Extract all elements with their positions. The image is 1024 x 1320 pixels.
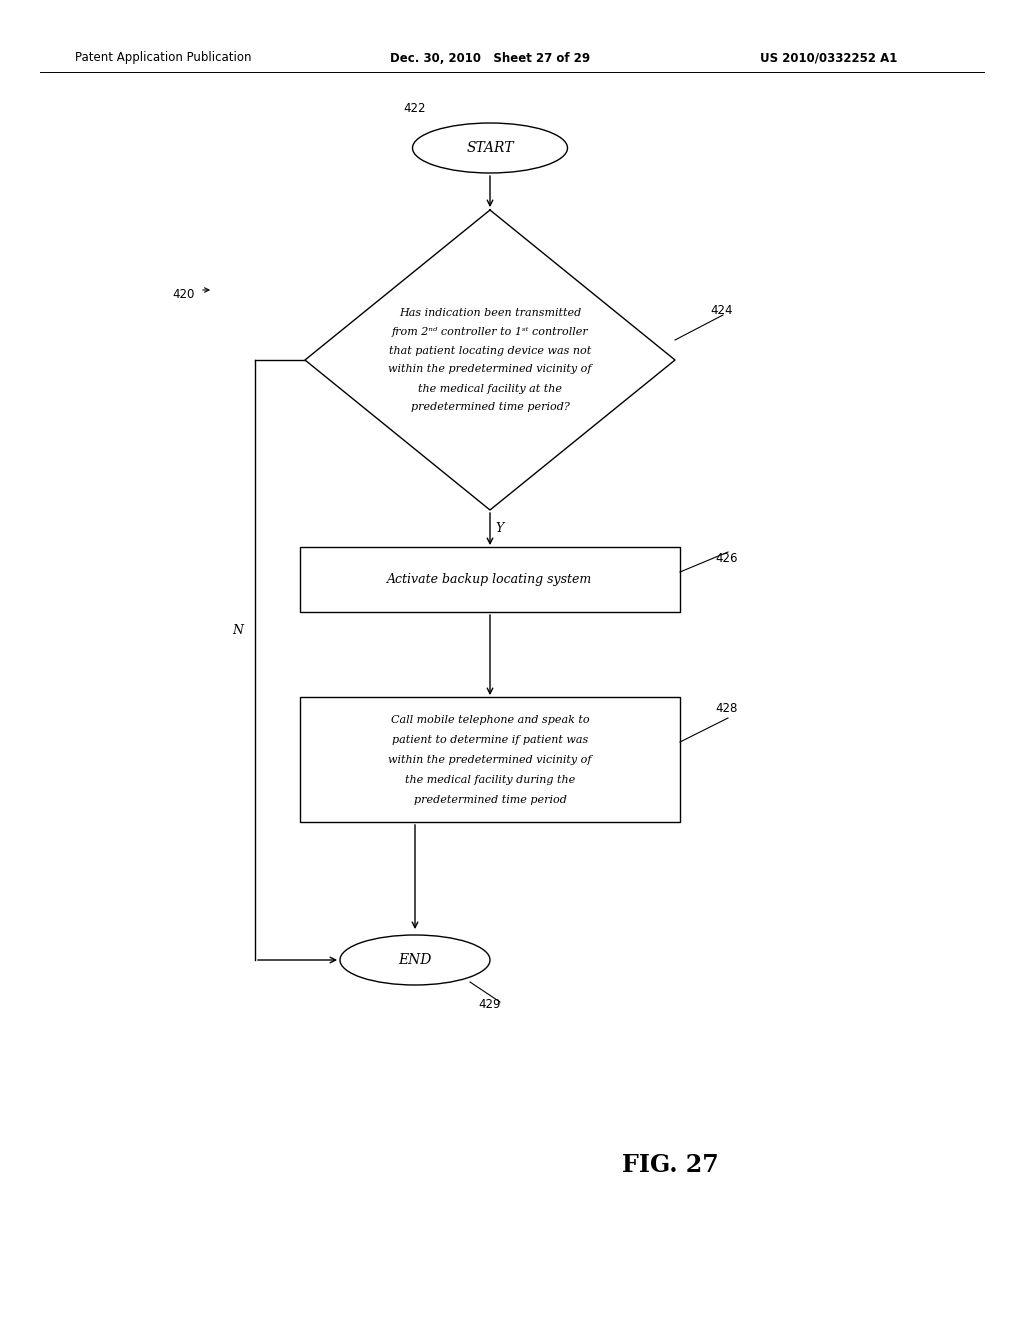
Text: predetermined time period: predetermined time period [414,795,566,805]
Text: START: START [466,141,514,154]
Text: 426: 426 [715,552,737,565]
Text: Has indication been transmitted: Has indication been transmitted [399,308,582,318]
Text: predetermined time period?: predetermined time period? [411,403,569,412]
Text: from 2ⁿᵈ controller to 1ˢᵗ controller: from 2ⁿᵈ controller to 1ˢᵗ controller [391,326,589,337]
Text: US 2010/0332252 A1: US 2010/0332252 A1 [760,51,897,65]
Text: Activate backup locating system: Activate backup locating system [387,573,593,586]
Text: that patient locating device was not: that patient locating device was not [389,346,591,355]
Text: the medical facility at the: the medical facility at the [418,384,562,393]
Text: patient to determine if patient was: patient to determine if patient was [392,735,588,744]
Text: Call mobile telephone and speak to: Call mobile telephone and speak to [391,715,590,725]
Text: Y: Y [496,521,504,535]
Text: FIG. 27: FIG. 27 [622,1152,719,1177]
Text: 420: 420 [173,289,195,301]
Text: the medical facility during the: the medical facility during the [404,775,575,785]
Text: N: N [232,623,244,636]
Text: 424: 424 [710,304,732,317]
Text: within the predetermined vicinity of: within the predetermined vicinity of [388,364,592,375]
Bar [300,697,680,822]
Text: 428: 428 [715,701,737,714]
Text: END: END [398,953,432,968]
Text: Dec. 30, 2010   Sheet 27 of 29: Dec. 30, 2010 Sheet 27 of 29 [390,51,590,65]
Text: within the predetermined vicinity of: within the predetermined vicinity of [388,755,592,766]
Text: 429: 429 [479,998,502,1011]
Text: Patent Application Publication: Patent Application Publication [75,51,252,65]
Text: 422: 422 [403,102,426,115]
Bar [300,546,680,612]
